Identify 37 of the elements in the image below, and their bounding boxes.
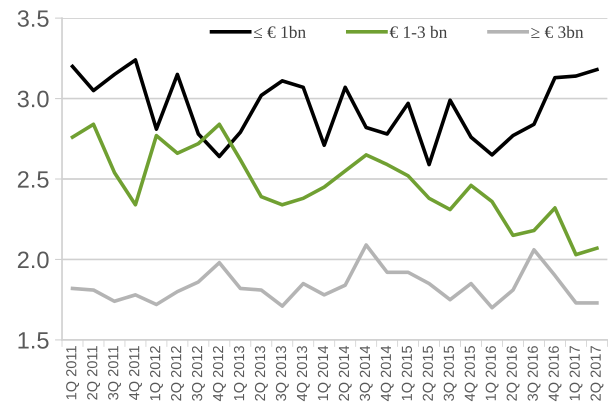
x-tick-label: 4Q 2014 <box>380 346 394 402</box>
x-tick-label: 4Q 2011 <box>129 346 142 400</box>
x-tick-label: 4Q 2012 <box>212 346 226 402</box>
y-tick-label: 2.5 <box>18 171 49 188</box>
legend-label: ≥ € 3bn <box>531 26 584 38</box>
y-tick-label: 1.5 <box>18 332 49 349</box>
legend-label: ≤ € 1bn <box>254 26 306 38</box>
x-tick-label: 2Q 2017 <box>590 346 604 401</box>
x-tick-label: 3Q 2012 <box>192 346 205 401</box>
x-tick-label: 1Q 2017 <box>570 346 582 400</box>
x-tick-label: 1Q 2011 <box>66 346 80 400</box>
x-tick-label: 2Q 2016 <box>506 346 520 401</box>
y-tick-label: 3.5 <box>18 10 49 27</box>
x-tick-label: 1Q 2014 <box>318 346 331 400</box>
x-tick-label: 2Q 2014 <box>338 346 352 401</box>
x-tick-label: 2Q 2012 <box>170 346 184 401</box>
x-tick-label: 3Q 2014 <box>360 346 373 401</box>
x-tick-label: 3Q 2016 <box>528 346 540 401</box>
x-tick-label: 3Q 2015 <box>444 346 457 401</box>
x-tick-label: 4Q 2013 <box>296 346 310 402</box>
x-tick-label: 1Q 2016 <box>486 346 499 400</box>
legend-label: € 1-3 bn <box>390 26 448 38</box>
x-tick-label: 4Q 2016 <box>548 346 562 402</box>
x-tick-label: 1Q 2015 <box>402 346 415 400</box>
x-tick-label: 4Q 2015 <box>464 346 478 402</box>
x-tick-label: 2Q 2015 <box>422 346 436 401</box>
line-series <box>70 58 599 166</box>
x-tick-label: 2Q 2013 <box>254 346 268 401</box>
x-tick-label: 3Q 2013 <box>276 346 289 401</box>
x-tick-label: 1Q 2012 <box>150 346 163 400</box>
line-series <box>70 122 599 256</box>
line-series <box>70 243 599 310</box>
x-tick-label: 1Q 2013 <box>234 346 247 400</box>
x-tick-label: 3Q 2011 <box>108 346 121 400</box>
y-tick-label: 3.0 <box>18 90 49 108</box>
x-tick-label: 2Q 2011 <box>87 346 100 400</box>
y-tick-label: 2.0 <box>18 252 49 268</box>
